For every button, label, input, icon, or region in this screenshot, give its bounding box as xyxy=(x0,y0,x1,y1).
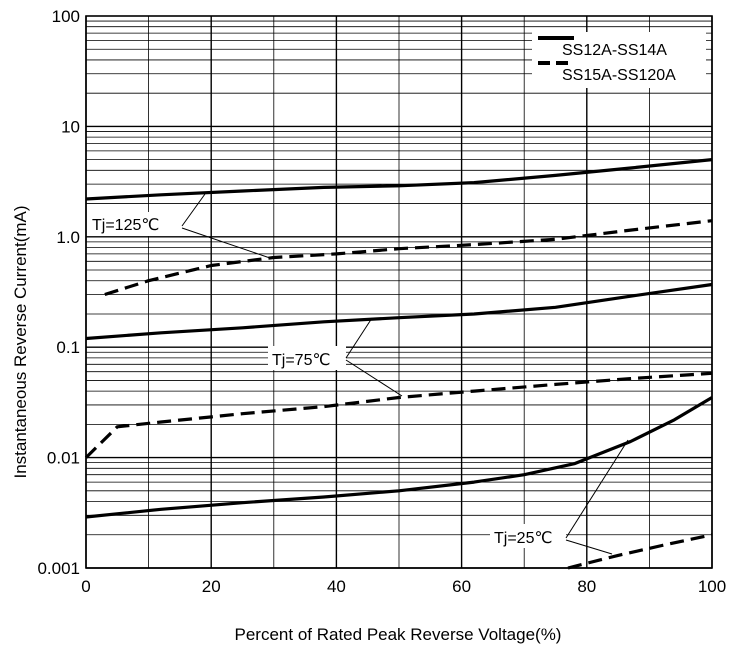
x-tick-label: 40 xyxy=(327,577,346,596)
series-line-solid-4 xyxy=(85,396,713,519)
legend-label-dashed: SS15A-SS120A xyxy=(562,67,676,84)
x-tick-label: 0 xyxy=(81,577,90,596)
annotation-tj75-label: Tj=75℃ xyxy=(272,352,330,369)
x-tick-label: 60 xyxy=(452,577,471,596)
y-tick-label: 1.0 xyxy=(56,228,80,247)
series-lines xyxy=(84,158,713,570)
annotation-tj125-label: Tj=125℃ xyxy=(92,217,159,234)
y-tick-label: 10 xyxy=(61,117,80,136)
legend-label-solid: SS12A-SS14A xyxy=(562,42,667,59)
y-axis-label: Instantaneous Reverse Current(mA) xyxy=(11,205,30,478)
y-tick-label: 0.01 xyxy=(47,449,80,468)
legend: SS12A-SS14A SS15A-SS120A xyxy=(532,32,706,88)
series-line-dashed-3 xyxy=(84,371,713,459)
series-line-solid-0 xyxy=(85,158,713,201)
x-tick-label: 80 xyxy=(577,577,596,596)
y-tick-label: 0.001 xyxy=(37,559,80,578)
annotation-tj75: Tj=75℃ xyxy=(268,317,403,397)
annotations: Tj=125℃ Tj=75℃ Tj=25℃ xyxy=(88,193,629,555)
x-tick-label: 20 xyxy=(202,577,221,596)
series-line-dashed-5 xyxy=(567,533,713,570)
series-line-solid-2 xyxy=(85,282,713,341)
x-axis-label: Percent of Rated Peak Reverse Voltage(%) xyxy=(235,625,562,644)
annotation-tj25-label: Tj=25℃ xyxy=(494,530,552,547)
y-tick-label: 0.1 xyxy=(56,338,80,357)
annotation-tj125: Tj=125℃ xyxy=(88,193,271,259)
series-line-dashed-1 xyxy=(104,219,713,297)
plot-frame xyxy=(85,15,713,569)
annotation-tj25: Tj=25℃ xyxy=(490,439,629,555)
y-tick-label: 100 xyxy=(52,7,80,26)
x-tick-label: 100 xyxy=(698,577,726,596)
tick-labels: 0 20 40 60 80 100 0.001 0.01 0.1 1.0 10 100 xyxy=(37,7,726,596)
grid xyxy=(85,15,713,569)
